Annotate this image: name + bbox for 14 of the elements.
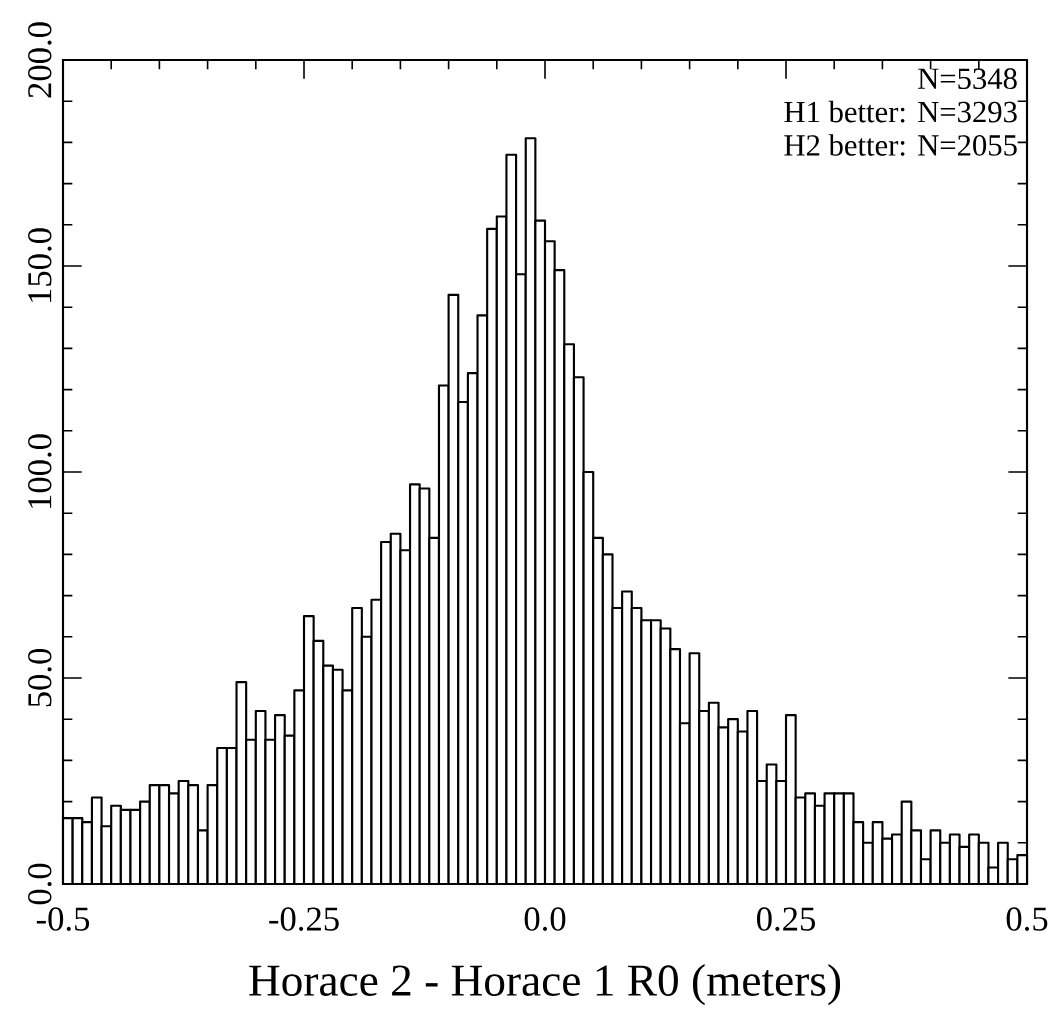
x-tick-label: -0.5 <box>36 907 90 931</box>
y-tick-label: 0.0 <box>28 863 52 905</box>
y-tick-label: 50.0 <box>28 648 52 707</box>
annotation: N=5348 <box>918 68 1017 90</box>
x-tick-label: 0.5 <box>1006 907 1048 931</box>
x-axis-title: Horace 2 - Horace 1 R0 (meters) <box>249 964 841 1006</box>
y-tick-label: 150.0 <box>28 228 52 302</box>
x-tick-label: -0.25 <box>269 907 339 931</box>
annotation: H2 better: N=2055 <box>784 134 1017 156</box>
annotation: H1 better: N=3293 <box>784 100 1017 123</box>
x-tick-label: 0.25 <box>757 907 815 931</box>
y-tick-label: 100.0 <box>28 434 52 508</box>
x-tick-label: 0.0 <box>524 907 566 931</box>
y-tick-label: 200.0 <box>28 22 52 98</box>
